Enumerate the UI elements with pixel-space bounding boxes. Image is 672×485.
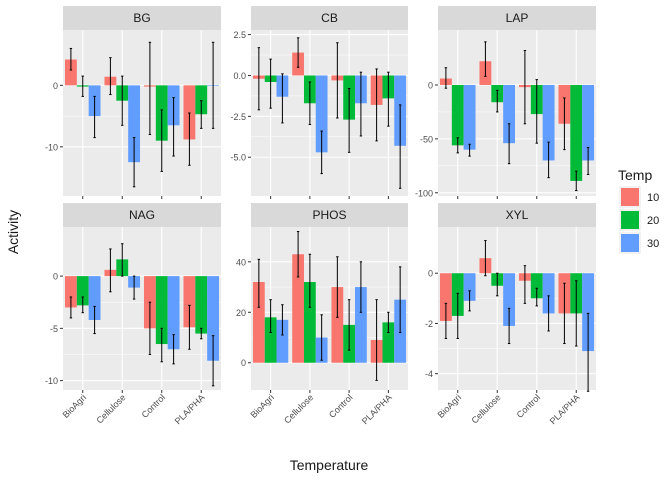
facet-strip-label: CB [321, 11, 338, 25]
x-tick-label: PLA/PHA [173, 392, 207, 426]
y-tick-label: 0 [53, 81, 58, 91]
bar-phos-cellulose-10 [292, 254, 304, 363]
facet-strip [63, 6, 221, 30]
bar-phos-pla-pha-20 [382, 322, 395, 363]
legend-swatch-30 [621, 234, 639, 252]
bar-bg-bioagri-10 [64, 59, 77, 86]
panel-bg: BG 0 -10 [45, 6, 221, 199]
x-tick-label: Control [327, 392, 355, 420]
y-tick-label: 0 [53, 272, 58, 282]
bar-xyl-cellulose-30 [503, 273, 516, 326]
bar-nag-pla-pha-10 [183, 276, 196, 328]
panel-cb: CB 2.5 0.0 -2.5 -5.0 [230, 6, 408, 199]
facet-strip [438, 6, 596, 30]
facet-strip [251, 6, 408, 30]
x-tick-label: BioAgri [61, 392, 89, 420]
bar-lap-bioagri-20 [451, 84, 464, 146]
x-tick-label: Cellulose [469, 392, 502, 425]
y-tick-label: 2.5 [233, 30, 246, 40]
bar-bg-cellulose-30 [128, 85, 141, 163]
legend-label-10: 10 [647, 192, 659, 204]
legend-swatch-20 [621, 211, 639, 229]
bar-xyl-control-30 [542, 273, 555, 314]
panel-background [251, 227, 408, 390]
bar-bg-pla-pha-10 [183, 85, 196, 140]
bar-xyl-bioagri-10 [439, 273, 452, 321]
x-tick-label: PLA/PHA [360, 392, 394, 426]
x-tick-label: Control [515, 392, 543, 420]
facet-strip-label: LAP [506, 11, 529, 25]
bar-lap-pla-pha-30 [582, 84, 595, 161]
x-tick-label: BioAgri [248, 392, 276, 420]
facet-strip-label: PHOS [312, 208, 346, 222]
bar-phos-bioagri-30 [276, 319, 289, 363]
bar-lap-cellulose-30 [503, 84, 516, 144]
bar-nag-control-20 [155, 276, 168, 345]
y-tick-label: 0.0 [233, 71, 246, 81]
x-tick-label: Cellulose [94, 392, 127, 425]
x-tick-label: Control [140, 392, 168, 420]
y-tick-label: -50 [420, 134, 433, 144]
facet-strip-label: XYL [506, 208, 529, 222]
bar-phos-bioagri-20 [264, 317, 277, 363]
x-tick-label: BioAgri [436, 392, 464, 420]
legend-swatch-10 [621, 188, 639, 206]
bar-cb-cellulose-30 [315, 75, 328, 153]
bar-xyl-bioagri-30 [463, 273, 476, 301]
legend-label-30: 30 [647, 238, 659, 250]
panel-background [251, 30, 408, 196]
bar-nag-bioagri-30 [88, 276, 101, 320]
bar-phos-control-30 [355, 287, 367, 363]
bar-lap-pla-pha-20 [570, 84, 583, 181]
bar-bg-pla-pha-20 [195, 85, 208, 115]
x-tick-label: Cellulose [282, 392, 315, 425]
x-tick-label: PLA/PHA [548, 392, 582, 426]
bar-nag-pla-pha-30 [207, 276, 220, 361]
bar-lap-control-30 [542, 84, 555, 161]
y-tick-label: 0 [428, 269, 433, 279]
y-tick-label: -2.5 [230, 112, 246, 122]
bar-nag-control-30 [167, 276, 180, 350]
y-tick-label: 40 [236, 257, 246, 267]
facet-strip-label: BG [133, 11, 150, 25]
facet-strip-label: NAG [129, 208, 155, 222]
facet-strip [438, 203, 596, 227]
legend: Temp 10 20 30 [618, 167, 659, 254]
y-tick-label: -10 [45, 376, 58, 386]
legend-title: Temp [618, 167, 652, 183]
y-tick-label: -5.0 [230, 153, 246, 163]
bar-xyl-control-20 [530, 273, 543, 299]
bar-lap-bioagri-30 [463, 84, 476, 150]
bar-phos-control-10 [331, 287, 344, 363]
y-tick-label: -5 [50, 324, 58, 334]
y-tick-label: -10 [45, 142, 58, 152]
y-tick-label: -100 [415, 188, 433, 198]
panel-lap: LAP 0 -50 -100 [415, 6, 596, 199]
facet-strip [63, 203, 221, 227]
bar-nag-bioagri-10 [64, 276, 77, 308]
x-axis-title: Temperature [290, 457, 369, 473]
bar-phos-bioagri-10 [252, 282, 265, 363]
y-tick-label: 20 [236, 308, 246, 318]
facet-panels: BG0-10CB2.50.0-2.5-5.0LAP0-50-100NAG0-5-… [45, 6, 596, 426]
y-tick-label: 0 [241, 358, 246, 368]
y-tick-label: 0 [428, 80, 433, 90]
legend-label-20: 20 [647, 215, 659, 227]
y-tick-label: -2 [425, 319, 433, 329]
y-tick-label: -4 [425, 369, 433, 379]
y-axis-title: Activity [5, 210, 21, 254]
bar-phos-cellulose-20 [303, 282, 316, 363]
facet-strip [251, 203, 408, 227]
bar-nag-bioagri-20 [76, 276, 89, 306]
bar-nag-pla-pha-20 [195, 276, 208, 334]
panel-phos: PHOS 40 20 0 BioAgri Cellulose Control PLA/PHA [236, 203, 408, 426]
panel-xyl: XYL 0 -2 -4 BioAgri Cellulose Control PLA/PHA [425, 203, 596, 426]
bar-xyl-pla-pha-30 [582, 273, 595, 352]
